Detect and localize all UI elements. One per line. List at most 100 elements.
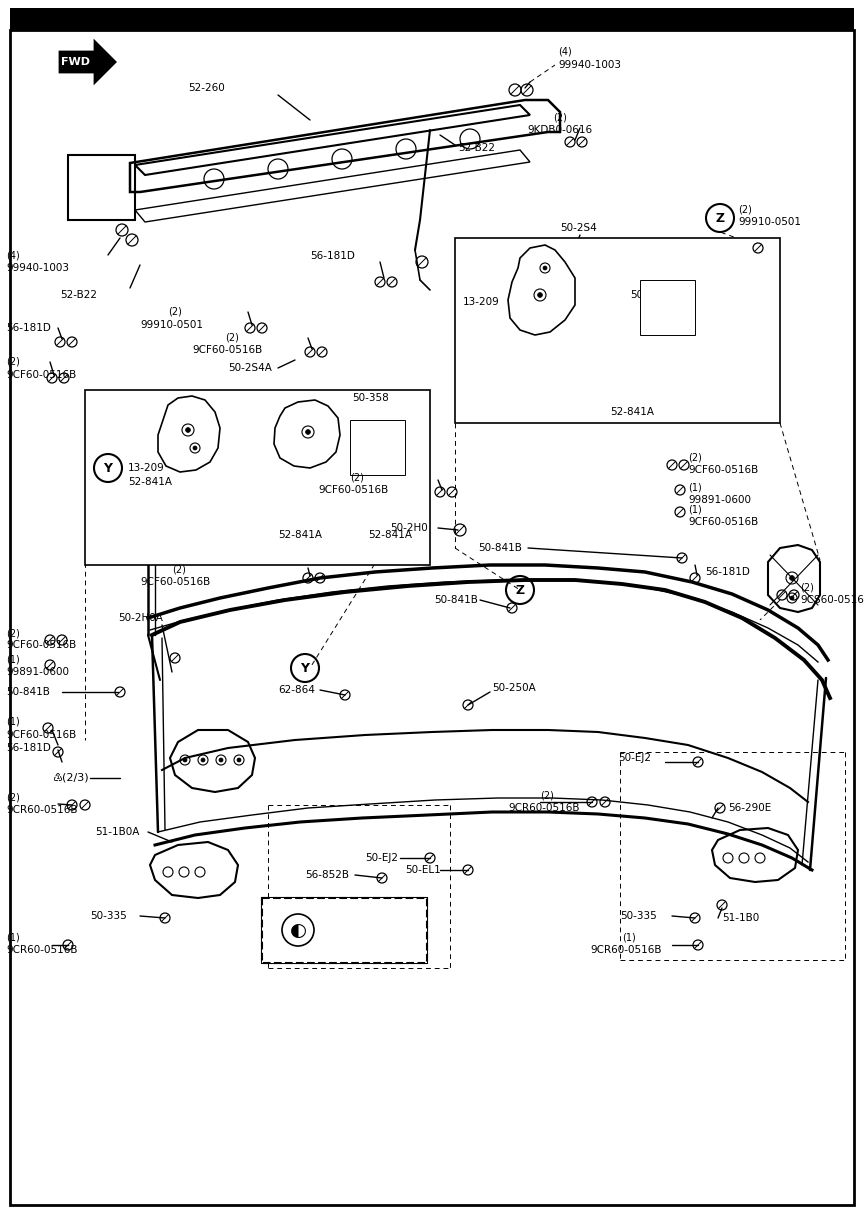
Text: (4): (4) bbox=[558, 47, 572, 57]
Circle shape bbox=[790, 575, 794, 580]
Circle shape bbox=[183, 758, 187, 762]
Circle shape bbox=[790, 596, 794, 600]
Text: 99891-0600: 99891-0600 bbox=[688, 495, 751, 505]
Text: (1): (1) bbox=[6, 934, 20, 943]
Text: 5110: 5110 bbox=[328, 929, 374, 947]
Circle shape bbox=[543, 266, 547, 270]
Text: 9CF60-0516B: 9CF60-0516B bbox=[6, 370, 76, 380]
Text: 50-357B: 50-357B bbox=[630, 290, 674, 300]
Text: 50-250A: 50-250A bbox=[492, 683, 536, 693]
Text: 9CR60-0516B: 9CR60-0516B bbox=[6, 944, 78, 955]
Text: 50-841B: 50-841B bbox=[6, 687, 50, 697]
Text: 50-841B: 50-841B bbox=[434, 595, 478, 605]
Text: ♳(2/3): ♳(2/3) bbox=[52, 773, 89, 783]
Text: 50-358: 50-358 bbox=[352, 393, 389, 403]
Text: 52-B22: 52-B22 bbox=[458, 143, 495, 153]
Text: 52-841A: 52-841A bbox=[128, 477, 172, 487]
Text: 9CS60-0516B: 9CS60-0516B bbox=[800, 595, 864, 605]
Text: (W. R. FOG LAMP): (W. R. FOG LAMP) bbox=[322, 910, 408, 921]
Text: 56-181D: 56-181D bbox=[705, 567, 750, 577]
Text: (2): (2) bbox=[6, 357, 20, 367]
Text: 99940-1003: 99940-1003 bbox=[558, 59, 621, 70]
Text: 50-2S4: 50-2S4 bbox=[560, 223, 597, 233]
Text: (2): (2) bbox=[168, 307, 182, 317]
Text: 56-181D: 56-181D bbox=[6, 323, 51, 333]
Text: 9CR60-0516B: 9CR60-0516B bbox=[590, 944, 662, 955]
Text: (1): (1) bbox=[688, 483, 702, 493]
Text: Z: Z bbox=[715, 211, 725, 225]
Text: 9CR60-0516B: 9CR60-0516B bbox=[6, 805, 78, 815]
Bar bbox=[68, 155, 135, 220]
Circle shape bbox=[237, 758, 241, 762]
Text: 9CF60-0516B: 9CF60-0516B bbox=[6, 730, 76, 741]
Text: 56-852B: 56-852B bbox=[305, 870, 349, 880]
Text: 56-181D: 56-181D bbox=[6, 743, 51, 753]
Text: 52-841A: 52-841A bbox=[610, 407, 654, 416]
Text: (2): (2) bbox=[172, 565, 186, 575]
Text: 50-EL1: 50-EL1 bbox=[405, 866, 441, 875]
Text: 13-209: 13-209 bbox=[463, 297, 499, 307]
Bar bbox=[640, 280, 695, 335]
Text: 50-335: 50-335 bbox=[620, 910, 657, 921]
Text: Y: Y bbox=[104, 461, 112, 475]
Text: 9CR60-0516B: 9CR60-0516B bbox=[508, 802, 580, 813]
Text: 99910-0501: 99910-0501 bbox=[140, 320, 203, 330]
Text: 52-841A: 52-841A bbox=[368, 531, 412, 540]
Text: (2): (2) bbox=[6, 628, 20, 639]
Text: 52-B22: 52-B22 bbox=[60, 290, 97, 300]
Text: FWD: FWD bbox=[60, 57, 90, 67]
Text: Z: Z bbox=[516, 584, 524, 596]
Text: 13-209: 13-209 bbox=[128, 463, 165, 473]
Text: (2): (2) bbox=[225, 333, 238, 344]
Bar bbox=[455, 238, 780, 422]
Circle shape bbox=[306, 430, 310, 435]
Text: (1): (1) bbox=[688, 505, 702, 515]
Text: (2): (2) bbox=[800, 583, 814, 592]
Text: 50-EJ2: 50-EJ2 bbox=[365, 853, 398, 863]
Text: 50-2S4A: 50-2S4A bbox=[228, 363, 272, 373]
Text: (2): (2) bbox=[6, 793, 20, 802]
Circle shape bbox=[219, 758, 223, 762]
Text: 51-1B0: 51-1B0 bbox=[722, 913, 759, 923]
Circle shape bbox=[193, 446, 197, 450]
Text: 50-2H0: 50-2H0 bbox=[390, 523, 428, 533]
Text: ◐: ◐ bbox=[289, 920, 307, 940]
Text: (2): (2) bbox=[553, 113, 567, 123]
Text: 9CF60-0516B: 9CF60-0516B bbox=[192, 345, 263, 354]
Circle shape bbox=[186, 427, 190, 432]
Text: 52-260: 52-260 bbox=[188, 83, 225, 93]
Text: 9CF60-0516B: 9CF60-0516B bbox=[6, 640, 76, 649]
Text: 50-335: 50-335 bbox=[90, 910, 127, 921]
Text: 9CF60-0516B: 9CF60-0516B bbox=[318, 486, 388, 495]
Text: 56-290E: 56-290E bbox=[728, 802, 772, 813]
Circle shape bbox=[537, 293, 543, 297]
Bar bbox=[10, 8, 854, 30]
Text: (1): (1) bbox=[622, 934, 636, 943]
Text: 50-EJ2: 50-EJ2 bbox=[618, 753, 651, 764]
Text: 9CF60-0516B: 9CF60-0516B bbox=[688, 465, 759, 475]
Text: (2): (2) bbox=[738, 205, 752, 215]
Text: 50-2H0A: 50-2H0A bbox=[118, 613, 163, 623]
Text: 9CF60-0516B: 9CF60-0516B bbox=[688, 517, 759, 527]
Text: (2): (2) bbox=[540, 790, 554, 800]
Text: 62-864: 62-864 bbox=[278, 685, 314, 694]
Circle shape bbox=[201, 758, 205, 762]
Text: 50-841B: 50-841B bbox=[478, 543, 522, 554]
Text: 9KDB0-0616: 9KDB0-0616 bbox=[527, 125, 592, 135]
Text: 99910-0501: 99910-0501 bbox=[738, 217, 801, 227]
Bar bbox=[262, 898, 427, 963]
Text: (2): (2) bbox=[350, 473, 364, 483]
Bar bbox=[262, 898, 427, 963]
Text: 52-841A: 52-841A bbox=[278, 531, 322, 540]
Text: 56-181D: 56-181D bbox=[310, 251, 355, 261]
Text: 51-1B0A: 51-1B0A bbox=[95, 827, 139, 836]
Text: 99891-0600: 99891-0600 bbox=[6, 666, 69, 677]
Text: 99940-1003: 99940-1003 bbox=[6, 263, 69, 273]
Text: 9CF60-0516B: 9CF60-0516B bbox=[140, 577, 210, 588]
Polygon shape bbox=[60, 42, 115, 83]
Bar bbox=[350, 420, 405, 475]
Text: Y: Y bbox=[301, 662, 309, 675]
Bar bbox=[85, 390, 430, 565]
Text: (4): (4) bbox=[6, 250, 20, 260]
Text: (1): (1) bbox=[6, 717, 20, 727]
